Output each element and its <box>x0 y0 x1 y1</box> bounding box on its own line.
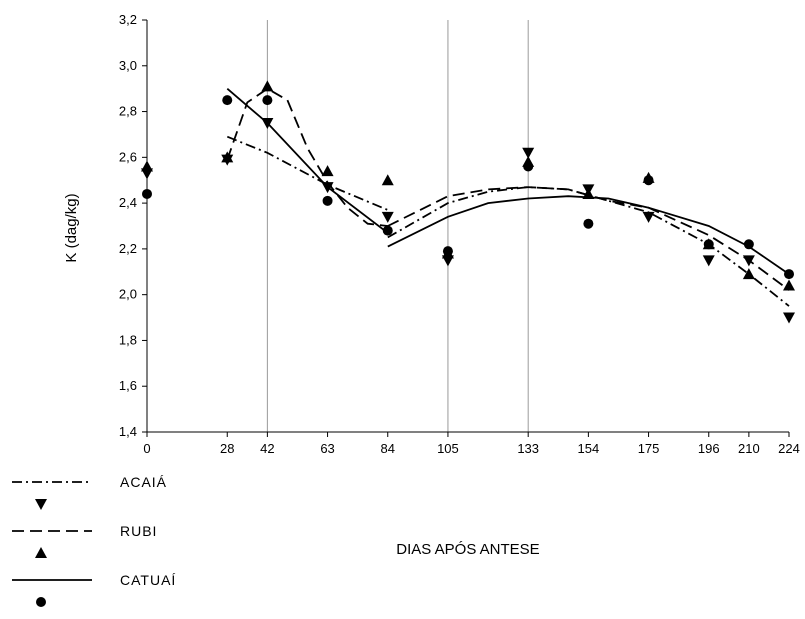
tick-labels: 1,4 1,6 1,8 2,0 2,2 2,4 2,6 2,8 3,0 3,2 0 28 42 63 84 1… <box>119 12 800 456</box>
data-point-catua <box>784 269 794 280</box>
data-point-rubi <box>582 187 595 199</box>
data-point-acai <box>642 211 655 223</box>
data-point-catua <box>142 188 152 199</box>
data-point-acai <box>702 255 715 267</box>
y-tick-label: 1,6 <box>119 378 137 393</box>
x-tick-label: 0 <box>143 441 150 456</box>
x-tick-label: 154 <box>578 441 600 456</box>
data-point-catua <box>523 161 534 172</box>
data-point-acai <box>742 255 755 267</box>
data-point-catua <box>322 195 333 206</box>
fit-curves <box>226 87 790 307</box>
y-tick-label: 2,0 <box>119 287 137 302</box>
data-point-catua <box>262 95 273 106</box>
legend-label-catua: CATUAÍ <box>120 572 176 588</box>
data-point-rubi <box>141 160 153 172</box>
y-tick-label: 2,2 <box>119 241 137 256</box>
data-point-rubi <box>742 268 755 280</box>
data-point-catua <box>382 225 393 236</box>
fit-curve-catua-segment-1 <box>226 88 389 234</box>
data-point-acai <box>522 147 535 159</box>
x-tick-label: 210 <box>738 441 760 456</box>
y-tick-label: 2,4 <box>119 195 137 210</box>
legend-marker-rubi <box>35 547 47 558</box>
data-point-rubi <box>261 80 274 92</box>
legend-marker-acai <box>35 499 47 510</box>
fit-curve-acai-segment-1 <box>226 135 389 211</box>
y-tick-label: 1,4 <box>119 424 137 439</box>
axes <box>142 19 790 437</box>
data-point-acai <box>783 312 795 324</box>
data-point-catua <box>222 95 233 106</box>
x-axis-title: DIAS APÓS ANTESE <box>396 541 539 558</box>
x-tick-label: 175 <box>638 441 660 456</box>
y-tick-label: 2,8 <box>119 104 137 119</box>
data-point-rubi <box>381 174 394 186</box>
x-tick-label: 196 <box>698 441 720 456</box>
x-tick-label: 105 <box>437 441 459 456</box>
x-tick-label: 84 <box>381 441 395 456</box>
data-point-rubi <box>321 165 334 177</box>
x-tick-label: 133 <box>517 441 539 456</box>
y-tick-label: 3,0 <box>119 58 137 73</box>
data-point-catua <box>743 239 754 250</box>
data-point-acai <box>261 118 274 129</box>
fit-curve-acai-segment-2 <box>387 186 790 307</box>
legend-label-acai: ACAIÁ <box>120 474 167 490</box>
data-point-catua <box>442 246 453 257</box>
y-tick-label: 2,6 <box>119 149 137 164</box>
legend-label-rubi: RUBI <box>120 523 157 539</box>
data-point-catua <box>703 239 714 250</box>
legend-marker-catua <box>36 597 46 607</box>
y-tick-label: 1,8 <box>119 332 137 347</box>
x-tick-label: 42 <box>260 441 274 456</box>
data-point-catua <box>583 218 594 229</box>
data-point-rubi <box>221 151 234 163</box>
data-point-catua <box>643 175 654 186</box>
reference-lines <box>266 20 529 432</box>
data-point-rubi <box>783 279 795 291</box>
y-axis-title: K (dag/kg) <box>63 193 80 262</box>
data-markers <box>141 80 795 324</box>
x-tick-label: 63 <box>320 441 334 456</box>
x-tick-label: 28 <box>220 441 234 456</box>
data-point-acai <box>321 182 334 194</box>
x-tick-label: 224 <box>778 441 800 456</box>
y-tick-label: 3,2 <box>119 12 137 27</box>
legend: ACAIÁ RUBI CATUAÍ <box>12 474 176 607</box>
data-point-acai <box>381 211 394 223</box>
